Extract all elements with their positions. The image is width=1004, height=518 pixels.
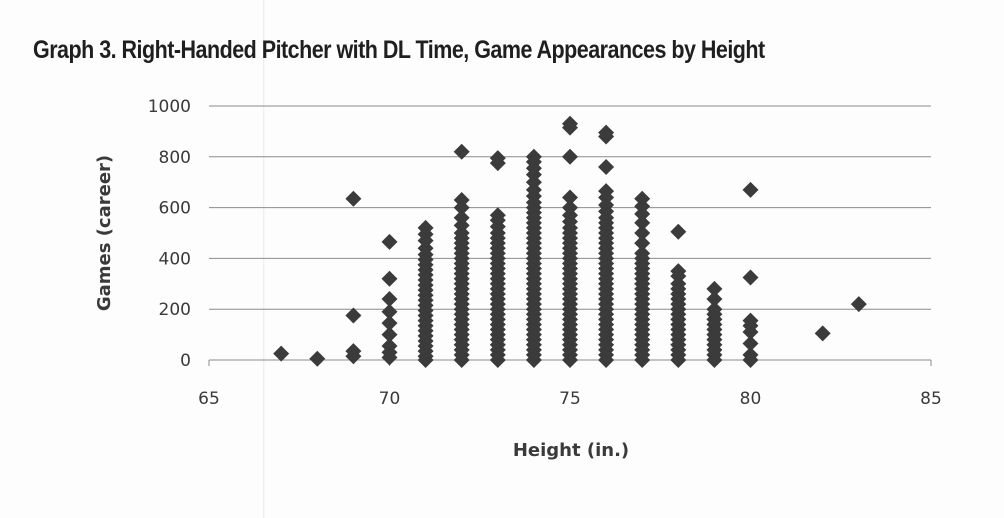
- y-tick-0: 0: [180, 351, 191, 371]
- x-tick-labels: 65 70 75 80 85: [198, 389, 942, 409]
- data-point: [381, 338, 398, 355]
- y-tick-1000: 1000: [148, 97, 191, 117]
- data-point: [598, 124, 615, 141]
- data-point: [345, 190, 362, 207]
- x-tick-70: 70: [379, 389, 401, 409]
- data-point: [453, 143, 470, 160]
- x-tick-65: 65: [198, 389, 220, 409]
- data-point: [489, 207, 506, 224]
- data-point: [670, 223, 687, 240]
- data-point: [525, 148, 542, 165]
- chart-title: Graph 3. Right-Handed Pitcher with DL Ti…: [33, 36, 765, 64]
- data-point: [742, 335, 759, 352]
- data-point: [634, 214, 651, 231]
- data-point: [381, 291, 398, 308]
- data-point: [706, 301, 723, 318]
- data-point: [345, 343, 362, 360]
- data-point: [598, 183, 615, 200]
- y-tick-600: 600: [159, 199, 191, 219]
- data-point: [742, 181, 759, 198]
- y-tick-800: 800: [159, 148, 191, 168]
- y-tick-labels: 0 200 400 600 800 1000: [148, 97, 191, 371]
- y-tick-200: 200: [159, 300, 191, 320]
- y-tick-400: 400: [159, 249, 191, 269]
- data-points: [273, 115, 867, 368]
- x-tick-80: 80: [740, 389, 762, 409]
- data-point: [814, 325, 831, 342]
- data-point: [453, 209, 470, 226]
- data-point: [562, 148, 578, 165]
- x-tick-85: 85: [920, 389, 942, 409]
- data-point: [634, 245, 651, 262]
- x-axis-label: Height (in.): [513, 440, 629, 461]
- data-point: [562, 189, 578, 206]
- data-point: [381, 326, 398, 343]
- x-tick-75: 75: [559, 389, 581, 409]
- data-point: [634, 235, 651, 252]
- data-point: [417, 219, 434, 236]
- data-point: [598, 158, 615, 175]
- data-point: [273, 345, 290, 362]
- data-point: [742, 312, 759, 329]
- data-point: [850, 296, 867, 313]
- data-point: [634, 190, 651, 207]
- y-axis-label: Games (career): [94, 155, 115, 311]
- page-fold-shadow: [263, 0, 265, 518]
- data-point: [381, 270, 398, 287]
- data-point: [670, 263, 687, 280]
- data-point: [489, 150, 506, 167]
- data-point: [381, 315, 398, 332]
- data-point: [453, 191, 470, 208]
- data-point: [381, 303, 398, 320]
- data-point: [706, 291, 723, 308]
- data-point: [742, 269, 759, 286]
- data-point: [634, 225, 651, 241]
- data-point: [345, 307, 362, 324]
- data-point: [562, 199, 578, 216]
- data-point: [706, 280, 723, 297]
- data-point: [381, 233, 398, 250]
- data-point: [309, 350, 326, 367]
- data-point: [562, 115, 578, 132]
- data-point: [742, 346, 759, 363]
